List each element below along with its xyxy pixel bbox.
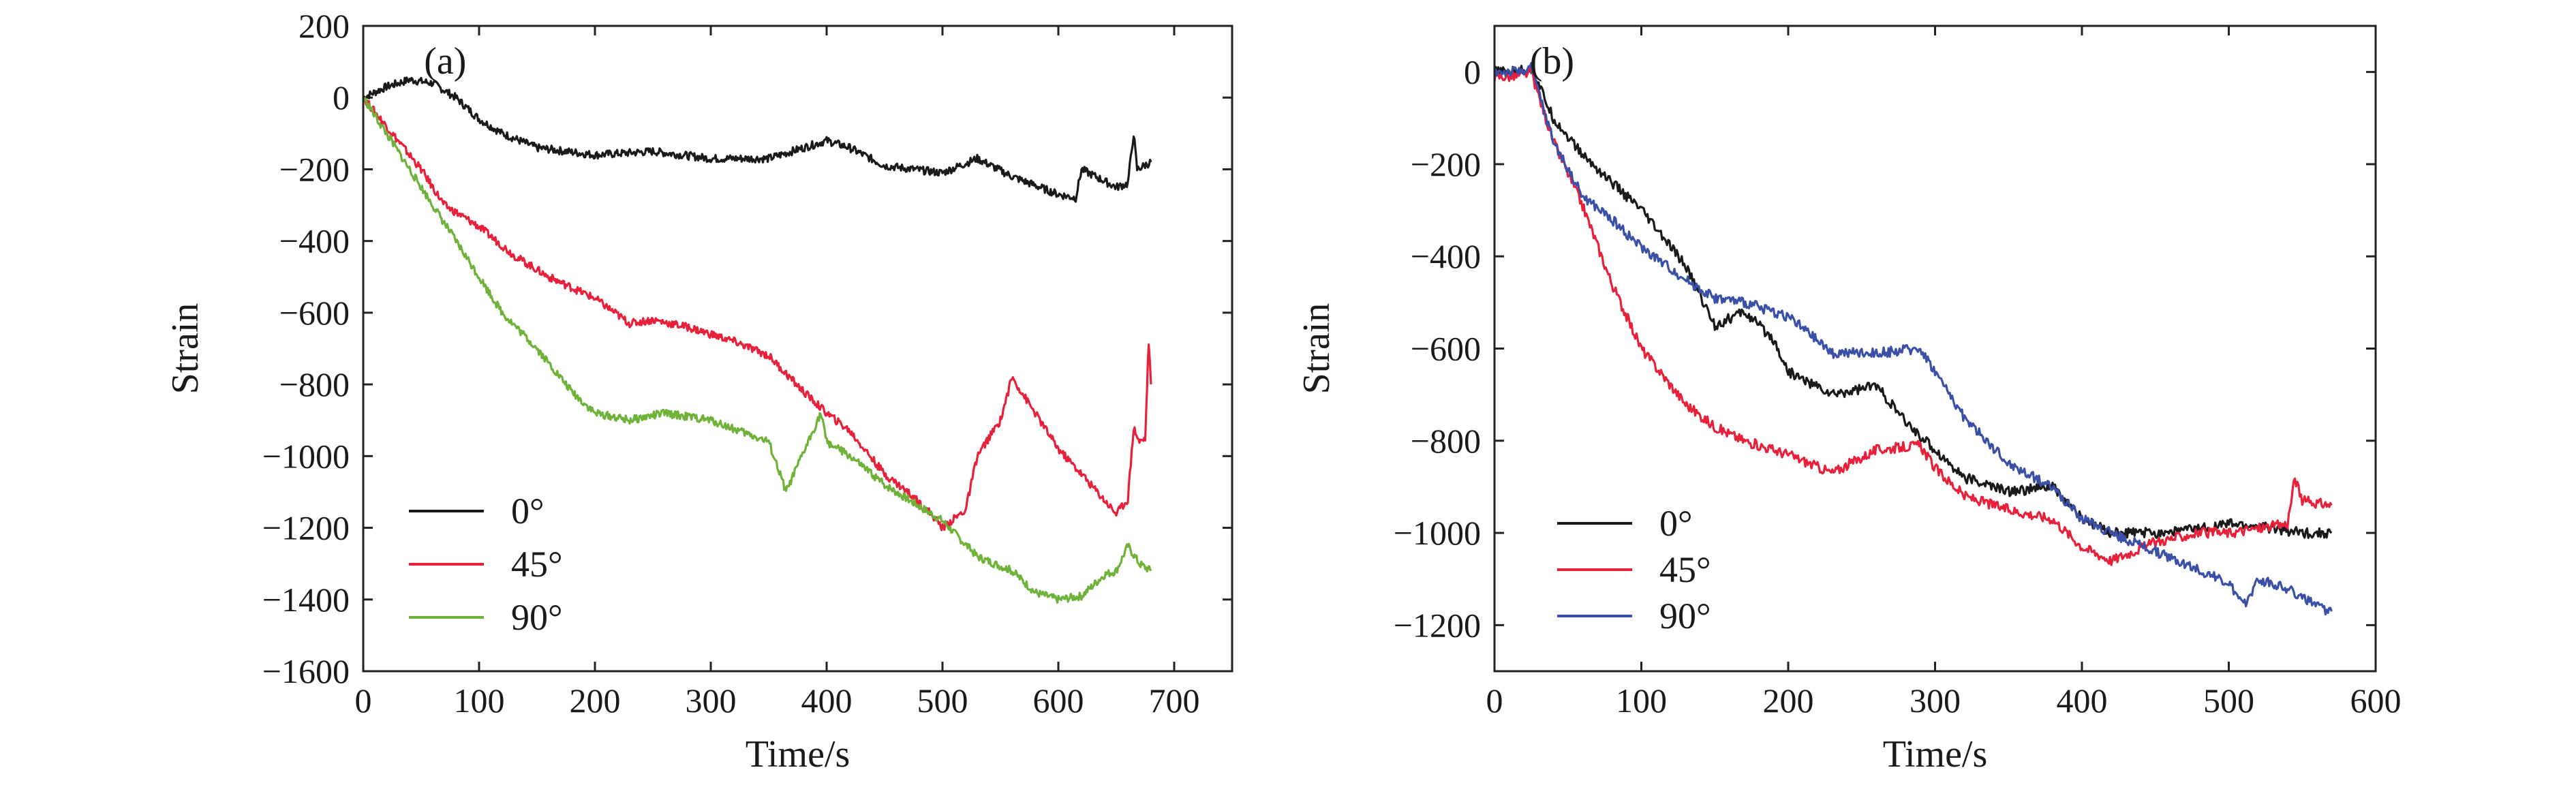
- y-tick-label: −400: [279, 222, 350, 260]
- x-tick-label: 200: [570, 681, 621, 720]
- series-line-0deg: [362, 76, 1152, 203]
- series-line-0deg: [1493, 62, 2333, 539]
- x-tick-label: 400: [801, 681, 853, 720]
- x-tick-label: 0: [1486, 681, 1503, 720]
- legend-label: 0°: [511, 491, 545, 532]
- y-tick-label: −400: [1411, 237, 1481, 275]
- y-tick-label: −200: [1411, 145, 1481, 183]
- plot-frame: [1493, 25, 2377, 673]
- plot-frame: [362, 25, 1233, 673]
- panel-a: 0 100 200 300 400 500 600 700 200 0 −200 −400 −600 −8…: [164, 7, 1233, 775]
- series-line-45deg: [362, 98, 1152, 532]
- x-tick-label: 500: [2203, 681, 2254, 720]
- x-axis-title: Time/s: [746, 733, 850, 775]
- y-tick-label: 0: [1464, 53, 1481, 91]
- y-tick-label: −1600: [262, 652, 350, 690]
- x-tick-label: 0: [355, 681, 372, 720]
- x-tick-label: 500: [917, 681, 968, 720]
- legend-label: 45°: [1659, 549, 1711, 590]
- y-axis-title: Strain: [164, 303, 206, 395]
- y-tick-label: 200: [298, 7, 350, 45]
- series-line-90deg: [1493, 61, 2333, 616]
- panel-label: (b): [1530, 40, 1574, 82]
- x-tick-label: 700: [1149, 681, 1200, 720]
- y-tick-label: 0: [333, 78, 350, 117]
- panel-label: (a): [424, 40, 466, 82]
- x-tick-label: 600: [2350, 681, 2402, 720]
- legend-label: 45°: [511, 544, 563, 585]
- series-line-90deg: [362, 97, 1152, 604]
- legend-label: 90°: [1659, 596, 1711, 636]
- x-tick-label: 200: [1763, 681, 1814, 720]
- x-tick-label: 100: [1616, 681, 1667, 720]
- y-tick-label: −800: [279, 365, 350, 403]
- y-tick-label: −600: [1411, 330, 1481, 368]
- x-axis-title: Time/s: [1883, 733, 1988, 775]
- y-tick-label: −800: [1411, 422, 1481, 460]
- x-tick-label: 100: [454, 681, 505, 720]
- y-tick-label: −200: [279, 150, 350, 188]
- legend-label: 90°: [511, 597, 563, 638]
- y-tick-label: −1400: [262, 581, 350, 619]
- y-axis-title: Strain: [1295, 303, 1338, 395]
- series-line-45deg: [1493, 66, 2333, 566]
- y-tick-label: −1000: [1394, 514, 1481, 552]
- x-tick-label: 300: [686, 681, 737, 720]
- legend-label: 0°: [1659, 503, 1693, 544]
- panel-b: 0 100 200 300 400 500 600 0 −200 −400 −600 −800 −100…: [1295, 25, 2402, 775]
- y-tick-label: −1200: [1394, 606, 1481, 644]
- y-tick-label: −600: [279, 294, 350, 332]
- x-tick-label: 600: [1033, 681, 1084, 720]
- x-tick-label: 300: [1910, 681, 1961, 720]
- y-tick-label: −1000: [262, 437, 350, 475]
- y-tick-label: −1200: [262, 509, 350, 547]
- x-tick-label: 400: [2057, 681, 2108, 720]
